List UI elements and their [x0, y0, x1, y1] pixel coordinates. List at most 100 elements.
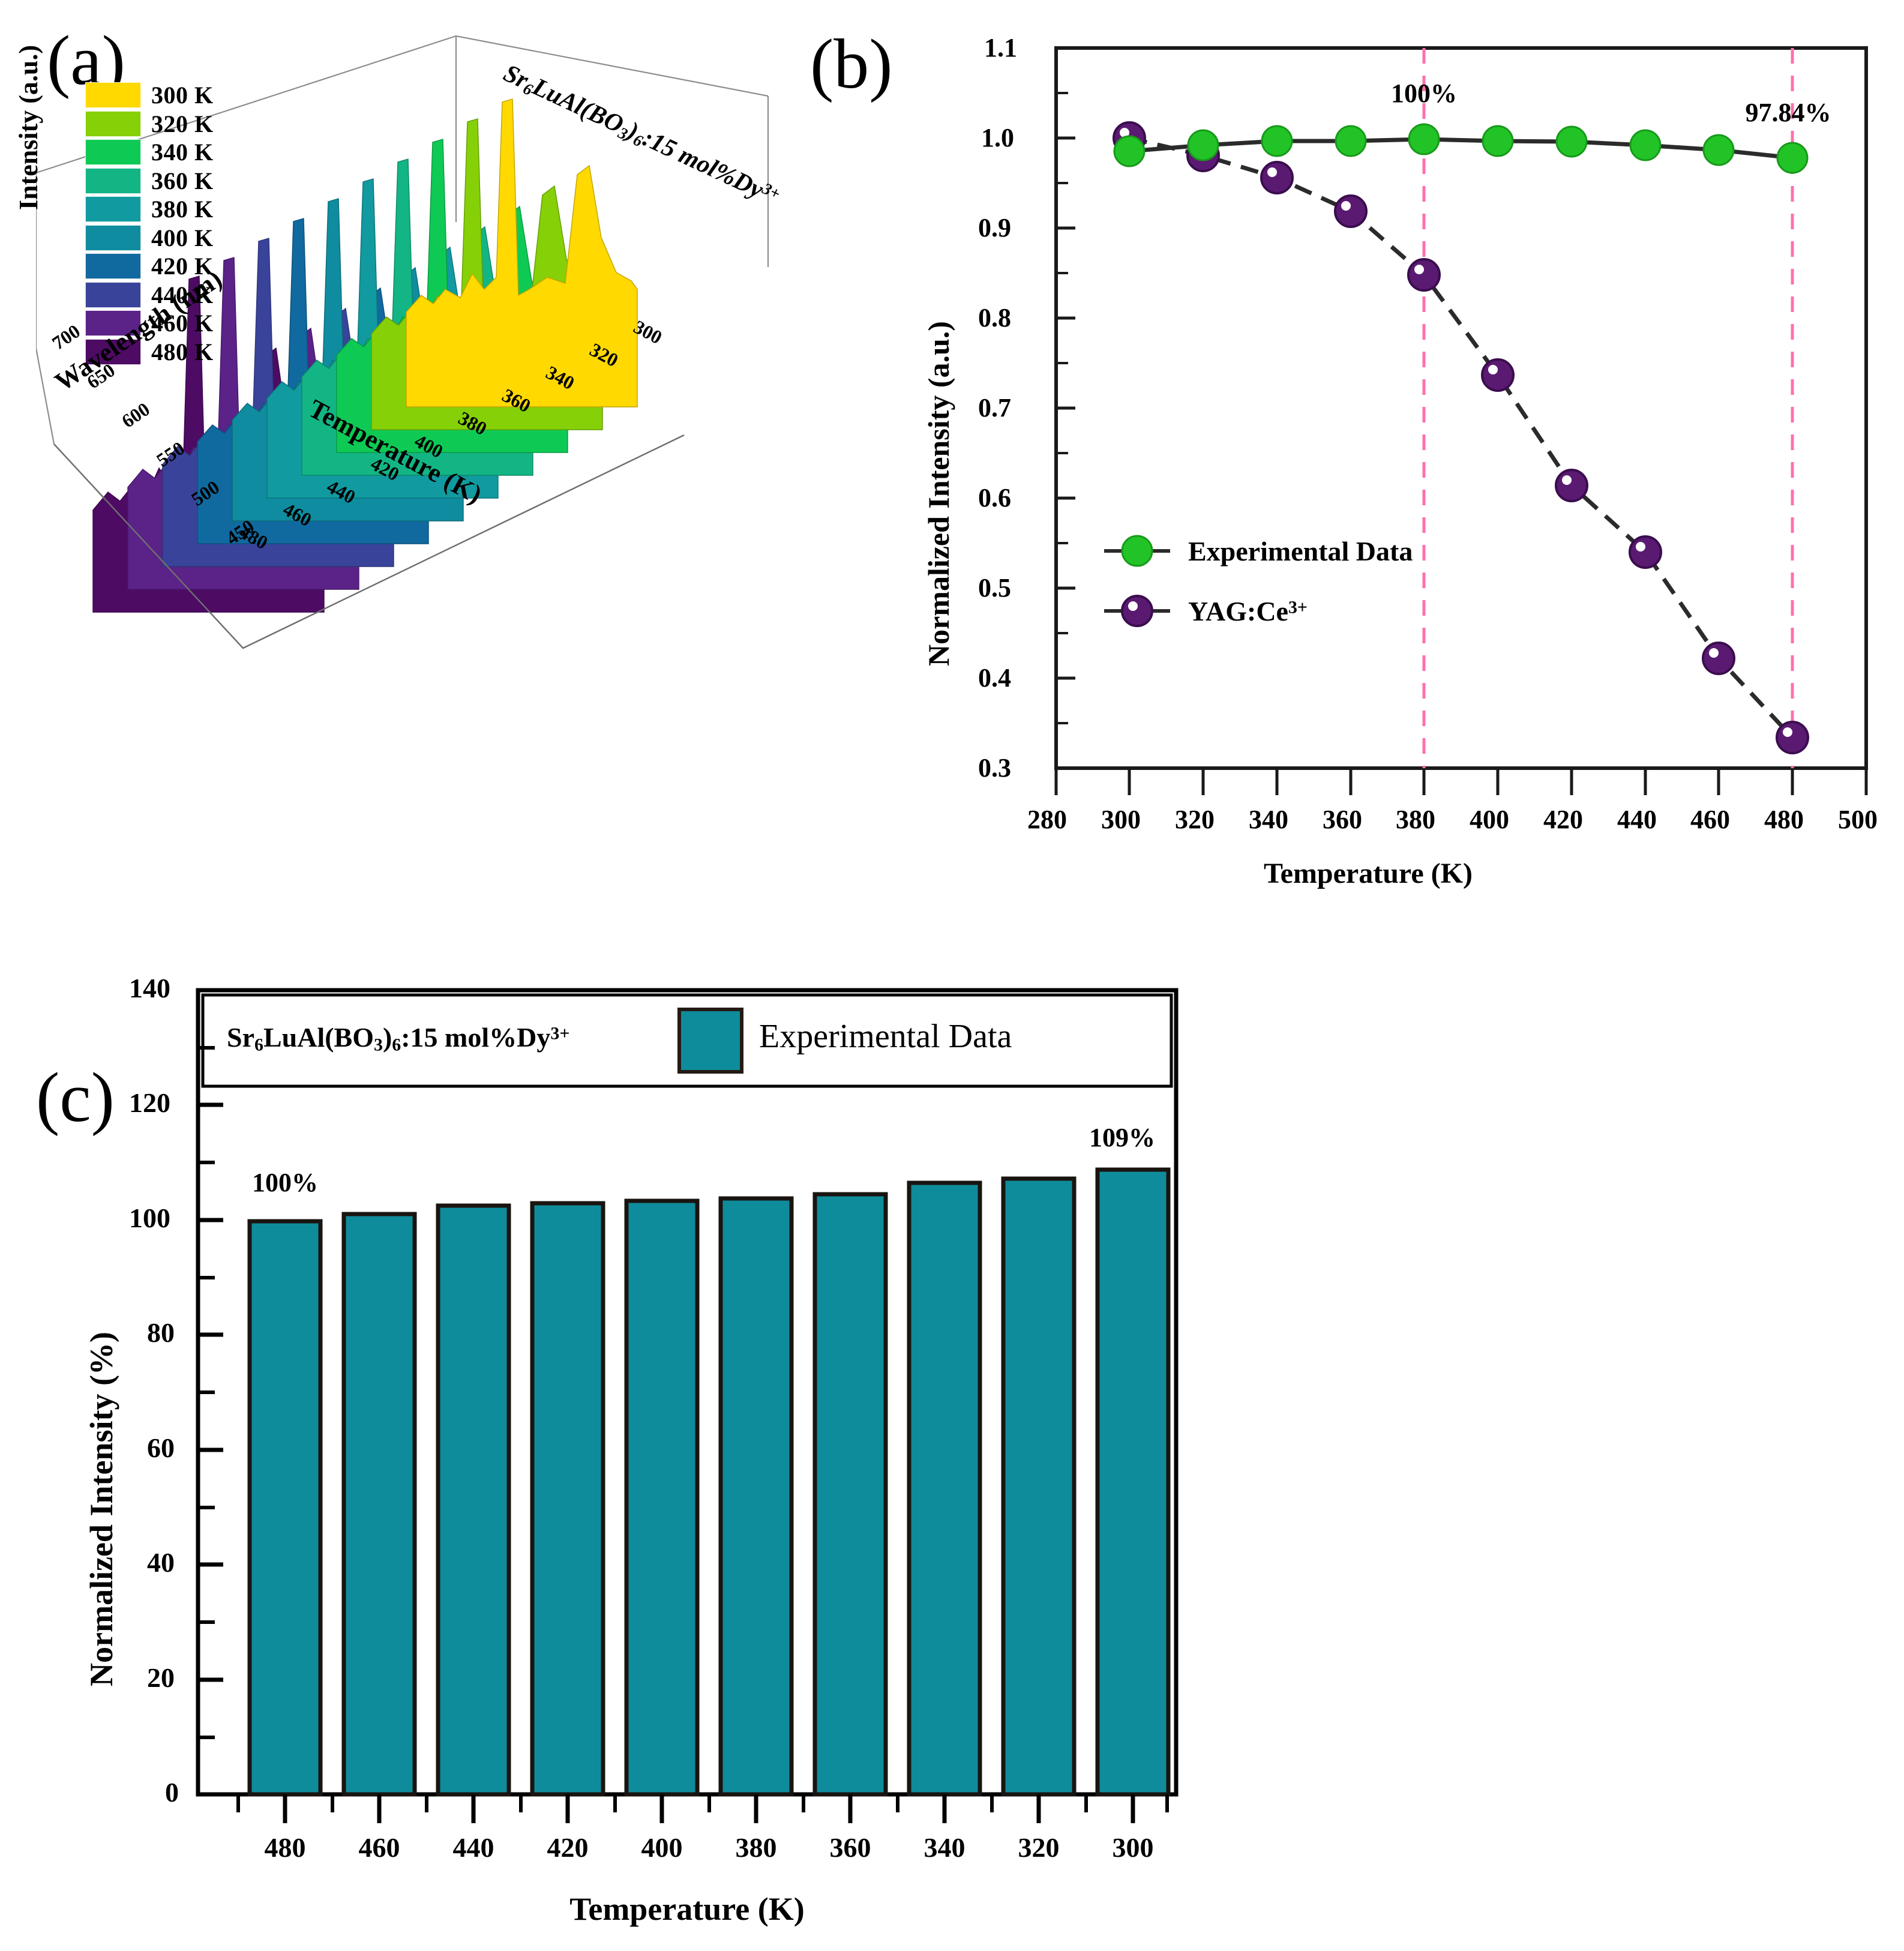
- b-xtick-500: 500: [1838, 805, 1878, 834]
- y-minor-ticks: [198, 1046, 215, 1739]
- bar-400: [624, 1198, 700, 1797]
- b-xtick-300: 300: [1101, 805, 1141, 834]
- b-xtick-340: 340: [1249, 805, 1288, 834]
- bar-420: [530, 1201, 605, 1797]
- b-ytick-0-6: 0.6: [978, 483, 1011, 513]
- legend-swatch-360k: [85, 167, 141, 194]
- b-xtick-360: 360: [1323, 805, 1362, 834]
- b-ytick-1-1: 1.1: [984, 33, 1017, 62]
- panel-a-3d-plot: [36, 35, 769, 649]
- panel-c-annotation-109: 109%: [1089, 1123, 1155, 1152]
- c-xtick-480: 480: [264, 1832, 306, 1863]
- legend-swatch-300k: [85, 82, 141, 109]
- bar-360: [812, 1192, 888, 1797]
- panel-c-legend-swatch: [677, 1008, 743, 1074]
- legend-label-320k: 320 K: [151, 110, 214, 137]
- b-ytick-0-4: 0.4: [978, 663, 1011, 693]
- b-xtick-400: 400: [1470, 805, 1509, 834]
- legend-item: 320 K: [85, 110, 214, 139]
- b-xtick-420: 420: [1543, 805, 1583, 834]
- legend-swatch-340k: [85, 139, 141, 166]
- legend-swatch-380k: [85, 196, 141, 223]
- c-ytick-0: 0: [165, 1777, 179, 1808]
- c-xtick-420: 420: [547, 1832, 589, 1863]
- b-ytick-0-8: 0.8: [978, 303, 1011, 332]
- bar-380: [718, 1196, 794, 1797]
- c-ytick-40: 40: [147, 1547, 175, 1578]
- panel-b-xlabel: Temperature (K): [1264, 858, 1473, 889]
- c-xtick-320: 320: [1018, 1832, 1060, 1863]
- series-experimental-markers: [1113, 123, 1809, 174]
- c-ytick-120: 120: [129, 1087, 170, 1118]
- x-minor-ticks: [236, 1794, 1169, 1812]
- legend-label-440k: 440 K: [151, 281, 214, 308]
- panel-c-xlabel: Temperature (K): [569, 1891, 805, 1927]
- bars: [247, 1167, 1171, 1797]
- panel-a-ylabel: Intensity (a.u.): [14, 44, 43, 210]
- panel-c-plot: [196, 988, 1179, 1823]
- panel-b-legend-label-experimental: Experimental Data: [1188, 536, 1413, 567]
- panel-b-legend-markers: [1104, 535, 1170, 627]
- legend-item: 360 K: [85, 167, 214, 196]
- panel-a-legend: 300 K 320 K 340 K 360 K 380 K 400 K: [85, 81, 214, 366]
- bar-340: [907, 1180, 982, 1797]
- c-ytick-80: 80: [147, 1317, 175, 1348]
- b-ytick-0-5: 0.5: [978, 573, 1011, 603]
- legend-item: 300 K: [85, 81, 214, 110]
- bar-320: [1001, 1176, 1077, 1797]
- panel-b-letter: (b): [810, 25, 893, 103]
- bar-440: [436, 1203, 511, 1797]
- b-xtick-440: 440: [1617, 805, 1657, 834]
- panel-b-annotation-9784: 97.84%: [1745, 98, 1831, 127]
- c-xtick-340: 340: [923, 1832, 966, 1863]
- b-xtick-320: 320: [1175, 805, 1215, 834]
- legend-label-480k: 480 K: [151, 338, 214, 365]
- panel-b-ylabel: Normalized Intensity (a.u.): [922, 321, 955, 666]
- c-ytick-20: 20: [147, 1662, 175, 1693]
- panel-c-annotation-100: 100%: [252, 1168, 318, 1197]
- x-ticks: [283, 1794, 1135, 1823]
- series-yag-line: [1129, 136, 1794, 739]
- legend-item: 420 K: [85, 252, 214, 281]
- legend-label-360k: 360 K: [151, 167, 214, 194]
- c-xtick-460: 460: [358, 1832, 400, 1863]
- panel-b-legend-label-yag: YAG:Ce3+: [1188, 596, 1308, 627]
- b-xtick-380: 380: [1396, 805, 1435, 834]
- panel-b-plot: [1054, 46, 1868, 795]
- c-xtick-440: 440: [452, 1832, 494, 1863]
- legend-item: 480 K: [85, 338, 214, 367]
- panel-b: (b): [804, 24, 1890, 912]
- y-ticks: [198, 988, 223, 1797]
- legend-swatch-460k: [85, 310, 141, 337]
- panel-c-legend-label: Experimental Data: [759, 1018, 1012, 1055]
- b-xtick-480: 480: [1764, 805, 1804, 834]
- panel-a: (a): [14, 12, 810, 864]
- bar-460: [341, 1212, 417, 1797]
- legend-label-400k: 400 K: [151, 224, 214, 251]
- legend-label-300k: 300 K: [151, 82, 214, 109]
- c-xtick-300: 300: [1112, 1832, 1154, 1863]
- spectra-ribbons: [92, 98, 638, 613]
- legend-item: 460 K: [85, 309, 214, 338]
- series-experimental-line: [1129, 137, 1793, 160]
- legend-item: 440 K: [85, 281, 214, 310]
- b-xtick-280: 280: [1027, 805, 1067, 834]
- panel-c-title: Sr6LuAl(BO3)6:15 mol%Dy3+: [227, 1022, 570, 1055]
- y-minor-ticks: [1056, 92, 1068, 724]
- legend-swatch-320k: [85, 110, 141, 137]
- legend-item: 340 K: [85, 138, 214, 167]
- c-xtick-380: 380: [735, 1832, 777, 1863]
- floor-axes: [53, 434, 685, 649]
- legend-label-420k: 420 K: [151, 253, 214, 280]
- c-ytick-100: 100: [129, 1203, 170, 1233]
- c-ytick-140: 140: [129, 973, 170, 1003]
- b-ytick-0-3: 0.3: [978, 753, 1011, 783]
- b-ytick-1-0: 1.0: [981, 123, 1014, 152]
- bar-300: [1095, 1167, 1171, 1797]
- bar-480: [247, 1219, 323, 1797]
- legend-label-380k: 380 K: [151, 196, 214, 223]
- legend-item: 400 K: [85, 224, 214, 253]
- b-ytick-0-7: 0.7: [978, 393, 1011, 422]
- legend-label-460k: 460 K: [151, 310, 214, 337]
